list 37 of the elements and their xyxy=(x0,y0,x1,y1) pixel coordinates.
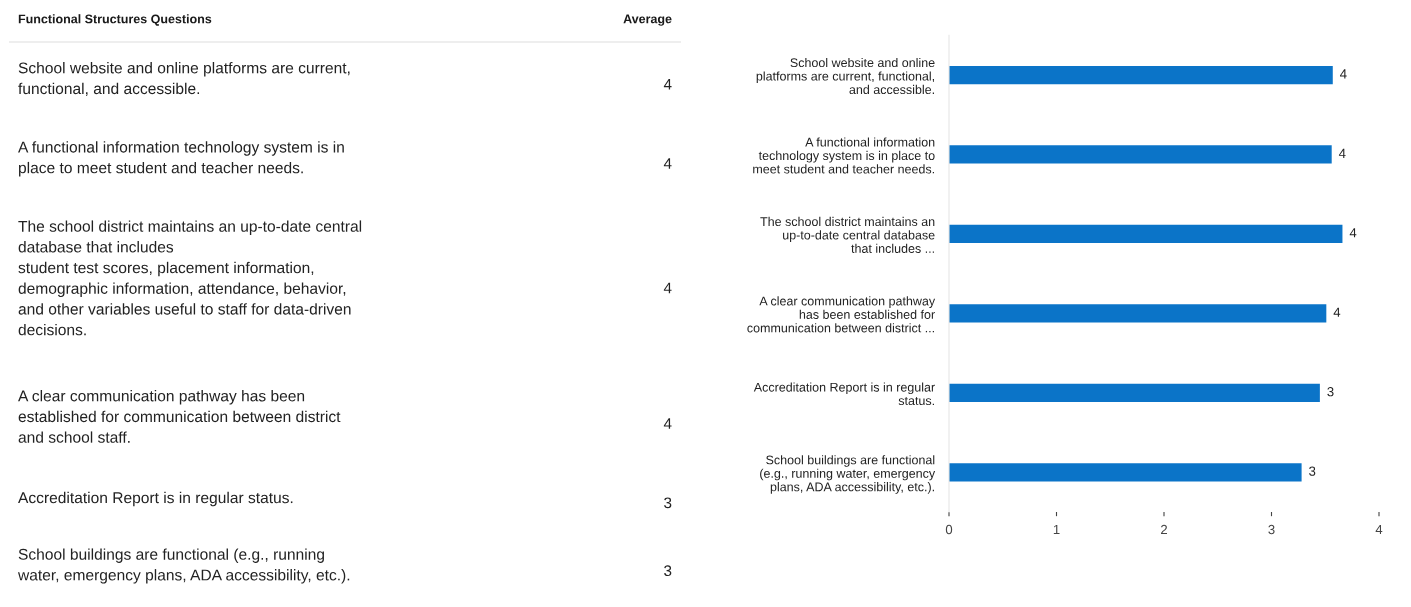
data-label: 4 xyxy=(1349,228,1357,238)
x-tick-label: 4 xyxy=(1375,524,1383,535)
y-tick-label: School buildings are functional (e.g., running water, emergency plans, ADA accessibility, etc.). xyxy=(760,455,936,494)
category-label: School buildings are functional (e.g., running water, emergency plans, ADA accessibility, etc.). xyxy=(17,548,350,584)
category-label: A clear communication pathway has been established for communication between district and school staff. xyxy=(18,390,341,443)
category-label: Accreditation Report is in regular status. xyxy=(18,491,293,507)
bar xyxy=(949,383,1320,402)
y-tick-label: A functional information technology system is in place to meet student and teacher needs. xyxy=(753,137,935,174)
category-label: A functional information technology system is in place to meet student and teacher needs. xyxy=(18,141,344,177)
y-tick-label: The school district maintains an up-to-date central database that includes ... xyxy=(760,216,935,253)
data-label: 3 xyxy=(1327,387,1334,397)
y-tick-label: School website and online platforms are current, functional, and accessible. xyxy=(756,57,935,95)
bar xyxy=(949,463,1302,482)
data-label: 4 xyxy=(1338,148,1346,158)
data-label: 3 xyxy=(1309,466,1316,476)
x-tick-label: 1 xyxy=(1053,524,1060,535)
data-label: 4 xyxy=(663,79,672,90)
bar xyxy=(949,65,1333,85)
bar xyxy=(949,224,1343,244)
category-label: School website and online platforms are current, functional, and accessible. xyxy=(18,62,350,96)
y-tick-label: A clear communication pathway has been established for communication between district ... xyxy=(747,296,936,333)
category-label: The school district maintains an up-to-date central database that includes student test scores, placement information, demographic information, attendance, behavior, and other variables useful to staff for data-driven decisions. xyxy=(18,220,362,336)
y-tick-label: Accreditation Report is in regular status. xyxy=(753,382,935,406)
data-label: 4 xyxy=(663,282,672,294)
text: Average xyxy=(623,14,672,26)
data-label: 3 xyxy=(664,497,672,509)
data-label: 4 xyxy=(1333,307,1341,317)
bar xyxy=(949,145,1332,164)
text: Functional Structures Questions xyxy=(18,14,212,26)
x-tick-label: 2 xyxy=(1161,524,1168,535)
data-label: 3 xyxy=(664,565,672,577)
data-label: 4 xyxy=(663,418,672,429)
data-label: 4 xyxy=(663,158,672,169)
bar xyxy=(949,304,1327,323)
data-label: 4 xyxy=(1340,69,1347,79)
x-tick-label: 3 xyxy=(1268,524,1275,535)
x-tick-label: 0 xyxy=(945,524,953,535)
